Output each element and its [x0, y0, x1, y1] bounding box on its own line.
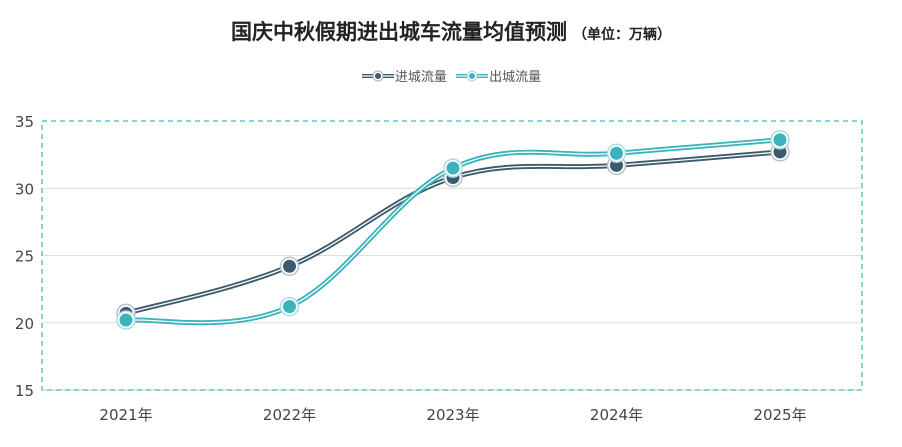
legend: 进城流量 出城流量 [0, 66, 902, 86]
chart-title: 国庆中秋假期进出城车流量均值预测 （单位：万辆） [0, 16, 902, 46]
legend-marker-inbound [361, 70, 394, 81]
legend-marker-outbound [456, 70, 489, 81]
legend-label: 出城流量 [489, 70, 542, 85]
data-point-outbound [283, 300, 296, 314]
legend-label: 进城流量 [394, 70, 447, 85]
x-tick-label: 2024年 [590, 406, 643, 424]
y-tick-label: 15 [15, 382, 34, 400]
y-tick-label: 25 [15, 248, 34, 266]
title-text: 国庆中秋假期进出城车流量均值预测 [231, 20, 567, 44]
title-unit: （单位：万辆） [573, 27, 671, 43]
data-point-outbound [773, 133, 787, 147]
y-tick-label: 35 [15, 113, 34, 131]
legend-item-inbound[interactable]: 进城流量 [361, 66, 447, 85]
y-tick-label: 30 [15, 180, 34, 198]
x-tick-label: 2021年 [99, 406, 152, 424]
x-tick-label: 2023年 [426, 406, 479, 424]
data-point-outbound [119, 313, 133, 327]
y-tick-label: 20 [15, 315, 34, 333]
data-point-outbound [446, 161, 460, 175]
data-point-inbound [283, 259, 296, 273]
plot-area-border [41, 120, 863, 391]
legend-item-outbound[interactable]: 出城流量 [455, 66, 541, 85]
x-tick-label: 2022年 [263, 406, 316, 424]
data-point-outbound [610, 146, 623, 160]
x-tick-label: 2025年 [753, 406, 806, 424]
